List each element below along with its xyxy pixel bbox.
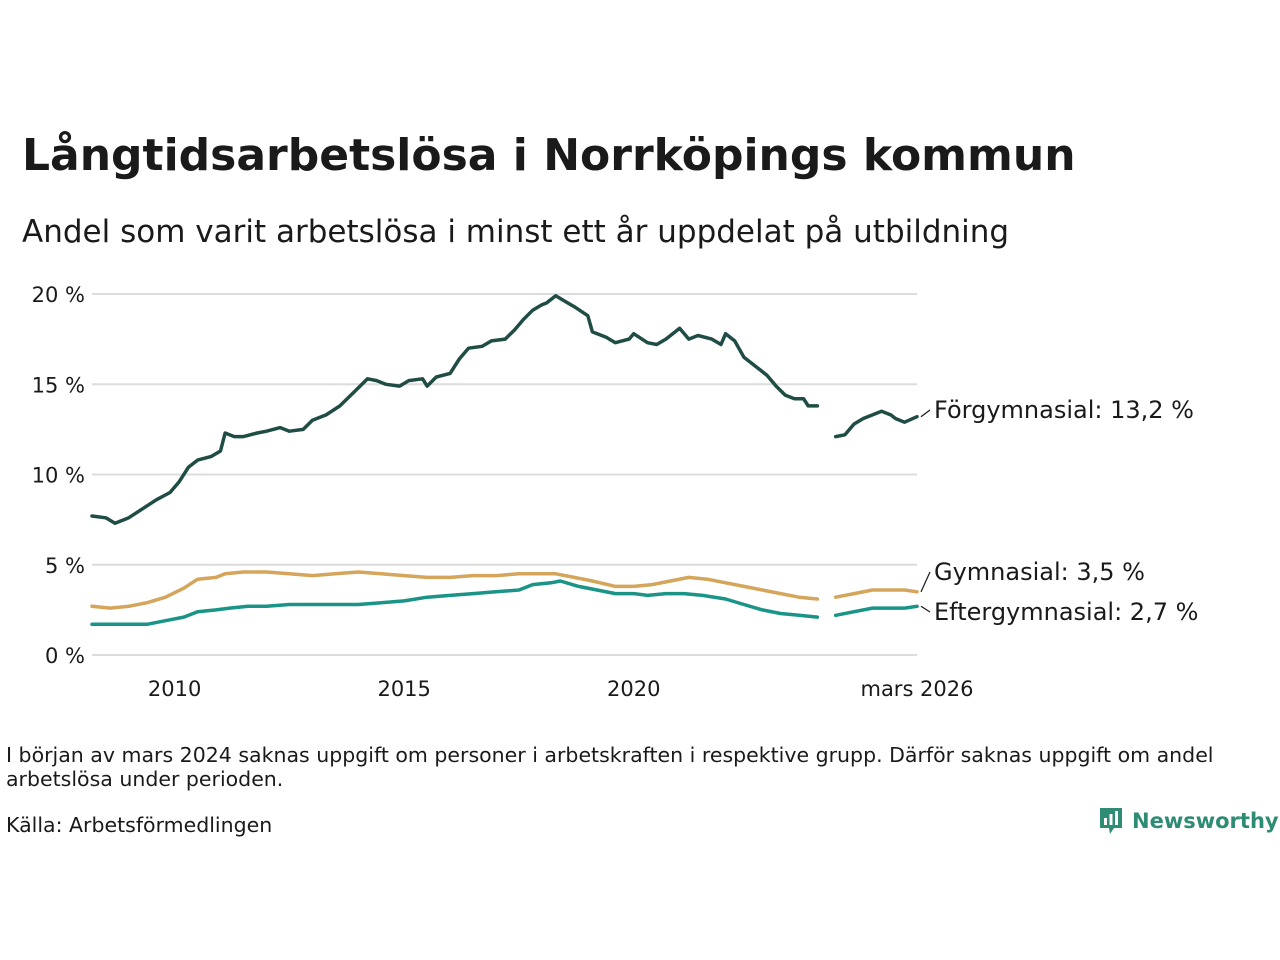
series-line-eftergymnasial [90,579,919,627]
y-tick-label: 15 % [32,373,85,397]
x-tick-label: 2015 [377,677,430,701]
series-line-gymnasial [90,570,919,610]
series-end-label-förgymnasial: Förgymnasial: 13,2 % [934,396,1194,424]
x-axis-tick-labels: 2010 2015 2020 mars 2026 [148,677,974,701]
y-tick-label: 0 % [45,644,85,668]
brand-name: Newsworthy [1132,809,1279,833]
x-tick-label: 2010 [148,677,201,701]
series-end-labels: Förgymnasial: 13,2 % Gymnasial: 3,5 % Efte… [920,396,1198,626]
y-tick-label: 20 % [32,283,85,307]
footnote: I början av mars 2024 saknas uppgift om … [6,743,1214,791]
y-axis-tick-labels: 0 % 5 % 10 % 15 % 20 % [32,283,85,668]
leader-line-förgymnasial [920,409,931,418]
newsworthy-logo: Newsworthy [1098,806,1279,836]
series-lines [90,294,919,627]
series-line-förgymnasial [90,294,919,525]
chart-title: Långtidsarbetslösa i Norrköpings kommun [22,130,1076,181]
series-end-label-eftergymnasial: Eftergymnasial: 2,7 % [934,598,1198,626]
bar-chart-speech-bubble-icon [1100,808,1122,834]
source-credit: Källa: Arbetsförmedlingen [6,813,273,837]
y-tick-label: 5 % [45,554,85,578]
line-chart: 0 % 5 % 10 % 15 % 20 % 2010 2015 2020 mars 2026… [32,283,1199,701]
x-tick-label: mars 2026 [860,677,973,701]
leader-line-eftergymnasial [920,605,931,613]
chart-subtitle: Andel som varit arbetslösa i minst ett å… [22,214,1010,250]
leader-line-gymnasial [920,571,931,593]
x-tick-label: 2020 [607,677,660,701]
series-end-label-gymnasial: Gymnasial: 3,5 % [934,558,1145,586]
grid-lines [92,293,917,656]
y-tick-label: 10 % [32,464,85,488]
